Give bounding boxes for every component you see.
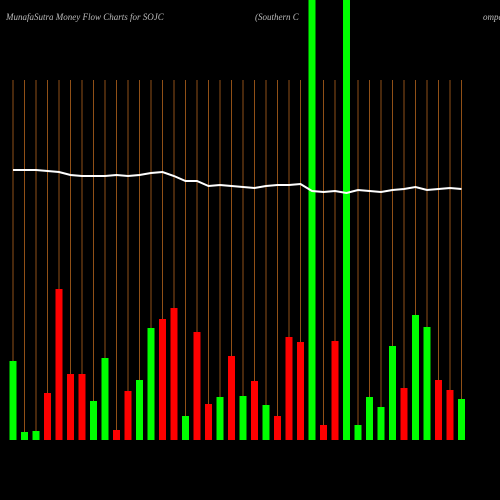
bar [101,358,109,440]
line-series [13,169,462,195]
bar [400,388,408,440]
bar [113,430,120,440]
bar [9,361,17,440]
bar [389,346,396,440]
bar [44,393,51,440]
bar [216,397,224,440]
bar [366,397,373,440]
bar [458,399,465,440]
bar [331,341,339,440]
chart-subtitle-tail: ompa [483,12,500,22]
bar [136,380,143,440]
bar [285,337,293,440]
bar [343,0,350,440]
bar [147,328,155,440]
chart-title: MunafaSutra Money Flow Charts for SOJC [5,12,165,22]
bar [21,432,28,440]
bar [274,416,281,440]
bar [159,319,166,440]
bar [32,431,40,440]
bar [446,390,454,440]
bar [170,308,178,440]
bar [90,401,97,440]
bar [412,315,419,440]
bar [67,374,74,440]
bar [354,425,362,440]
bar [193,332,201,440]
bar [308,0,316,440]
bar [124,391,132,440]
bar [228,356,235,440]
bar [205,404,212,440]
bar [239,396,247,440]
bar [182,416,189,440]
bar [435,380,442,440]
chart-subtitle: (Southern C [255,12,300,22]
bar [297,342,304,440]
bar [423,327,431,440]
bar [55,289,63,440]
bar [251,381,258,440]
bar [377,407,385,440]
bar [320,425,327,440]
bar [262,405,270,440]
bar [78,374,86,440]
